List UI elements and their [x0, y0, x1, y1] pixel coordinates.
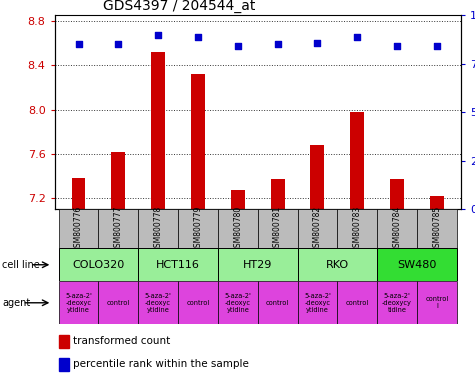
Text: 5-aza-2'
-deoxyc
ytidine: 5-aza-2' -deoxyc ytidine [304, 293, 331, 313]
FancyBboxPatch shape [178, 209, 218, 248]
Text: GSM800782: GSM800782 [313, 205, 322, 252]
Point [114, 41, 122, 48]
FancyBboxPatch shape [98, 209, 138, 248]
Text: 5-aza-2'
-deoxyc
ytidine: 5-aza-2' -deoxyc ytidine [65, 293, 92, 313]
FancyBboxPatch shape [377, 209, 417, 248]
FancyBboxPatch shape [297, 281, 337, 324]
Text: 5-aza-2'
-deoxycy
tidine: 5-aza-2' -deoxycy tidine [382, 293, 412, 313]
Text: control: control [346, 300, 369, 306]
FancyBboxPatch shape [58, 281, 98, 324]
Text: GSM800783: GSM800783 [353, 205, 362, 252]
Bar [390, 179, 404, 209]
FancyBboxPatch shape [138, 209, 178, 248]
Point [433, 43, 441, 50]
Text: 5-aza-2'
-deoxyc
ytidine: 5-aza-2' -deoxyc ytidine [224, 293, 251, 313]
FancyBboxPatch shape [138, 248, 218, 281]
Text: control: control [186, 300, 209, 306]
Text: GSM800779: GSM800779 [193, 205, 202, 252]
FancyBboxPatch shape [297, 248, 377, 281]
Point [154, 32, 162, 38]
FancyBboxPatch shape [337, 209, 377, 248]
FancyBboxPatch shape [297, 209, 337, 248]
Text: cell line: cell line [2, 260, 40, 270]
Text: transformed count: transformed count [73, 336, 170, 346]
Bar [111, 152, 125, 209]
Point [234, 43, 242, 50]
FancyBboxPatch shape [417, 209, 457, 248]
FancyBboxPatch shape [417, 281, 457, 324]
Bar [271, 179, 285, 209]
FancyBboxPatch shape [58, 209, 98, 248]
Text: COLO320: COLO320 [72, 260, 124, 270]
Text: agent: agent [2, 298, 30, 308]
Text: HT29: HT29 [243, 260, 272, 270]
FancyBboxPatch shape [257, 281, 297, 324]
Bar [231, 190, 245, 209]
Point [314, 40, 321, 46]
Text: GSM800777: GSM800777 [114, 205, 123, 252]
Text: GSM800780: GSM800780 [233, 205, 242, 252]
FancyBboxPatch shape [218, 209, 257, 248]
Text: GSM800785: GSM800785 [432, 205, 441, 252]
FancyBboxPatch shape [178, 281, 218, 324]
FancyBboxPatch shape [218, 248, 297, 281]
FancyBboxPatch shape [138, 281, 178, 324]
Text: GSM800776: GSM800776 [74, 205, 83, 252]
Text: 5-aza-2'
-deoxyc
ytidine: 5-aza-2' -deoxyc ytidine [145, 293, 171, 313]
Bar [72, 178, 86, 209]
Text: GSM800781: GSM800781 [273, 205, 282, 252]
Bar [430, 196, 444, 209]
Bar [151, 52, 165, 209]
Bar [59, 358, 69, 371]
Bar [350, 112, 364, 209]
Text: control: control [266, 300, 289, 306]
Text: percentile rank within the sample: percentile rank within the sample [73, 359, 249, 369]
Text: SW480: SW480 [397, 260, 437, 270]
FancyBboxPatch shape [377, 248, 457, 281]
FancyBboxPatch shape [377, 281, 417, 324]
FancyBboxPatch shape [218, 281, 257, 324]
Point [353, 34, 361, 40]
Text: GSM800778: GSM800778 [153, 205, 162, 252]
FancyBboxPatch shape [257, 209, 297, 248]
Bar [191, 74, 205, 209]
Text: RKO: RKO [326, 260, 349, 270]
Point [194, 34, 202, 40]
Text: control
l: control l [425, 296, 448, 309]
Text: GSM800784: GSM800784 [392, 205, 401, 252]
Point [75, 41, 82, 48]
Point [393, 43, 401, 50]
Bar [311, 145, 324, 209]
FancyBboxPatch shape [98, 281, 138, 324]
Text: control: control [107, 300, 130, 306]
FancyBboxPatch shape [58, 248, 138, 281]
Text: HCT116: HCT116 [156, 260, 200, 270]
FancyBboxPatch shape [337, 281, 377, 324]
Point [274, 41, 281, 48]
Text: GDS4397 / 204544_at: GDS4397 / 204544_at [104, 0, 256, 13]
Bar [59, 335, 69, 348]
